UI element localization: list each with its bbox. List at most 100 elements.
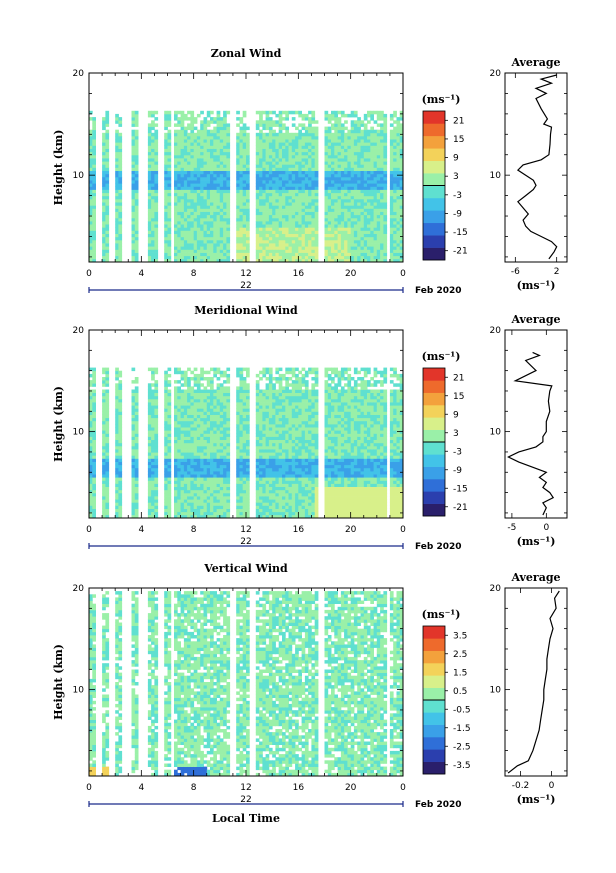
- heatmap-cell: [115, 205, 119, 209]
- heatmap-cell: [373, 136, 378, 140]
- heatmap-cell: [223, 120, 227, 124]
- heatmap-cell: [174, 246, 178, 250]
- colorbar-swatch: [423, 135, 445, 149]
- heatmap-cell: [219, 445, 224, 450]
- heatmap-cell: [298, 139, 302, 143]
- heatmap-cell: [324, 151, 329, 156]
- heatmap-cell: [219, 383, 224, 387]
- heatmap-cell: [304, 192, 309, 197]
- heatmap-cell: [236, 252, 240, 257]
- heatmap-cell: [275, 211, 280, 216]
- heatmap-cell: [196, 380, 201, 384]
- heatmap-cell: [203, 461, 208, 466]
- heatmap-cell: [304, 214, 309, 219]
- heatmap-cell: [134, 499, 139, 503]
- heatmap-cell: [187, 458, 191, 462]
- heatmap-cell: [219, 205, 224, 209]
- heatmap-cell: [239, 233, 244, 238]
- heatmap-cell: [147, 189, 152, 194]
- heatmap-cell: [380, 123, 384, 127]
- heatmap-cell: [210, 486, 214, 491]
- heatmap-cell: [200, 496, 204, 500]
- heatmap-cell: [206, 129, 211, 134]
- heatmap-cell: [210, 402, 214, 406]
- heatmap-cell: [193, 148, 198, 153]
- heatmap-cell: [187, 202, 191, 206]
- heatmap-cell: [213, 492, 217, 497]
- heatmap-cell: [383, 214, 388, 219]
- heatmap-cell: [399, 142, 404, 146]
- heatmap-cell: [193, 126, 198, 131]
- heatmap-cell: [187, 145, 191, 149]
- heatmap-cell: [180, 126, 185, 131]
- heatmap-cell: [174, 170, 178, 175]
- heatmap-cell: [200, 474, 204, 478]
- heatmap-cell: [180, 145, 185, 149]
- heatmap-cell: [278, 161, 283, 165]
- heatmap-cell: [154, 492, 159, 497]
- heatmap-cell: [246, 186, 250, 190]
- heatmap-cell: [239, 214, 244, 219]
- heatmap-cell: [311, 154, 316, 159]
- heatmap-cell: [337, 230, 342, 234]
- heatmap-cell: [282, 148, 286, 153]
- heatmap-cell: [105, 189, 110, 194]
- heatmap-cell: [89, 467, 93, 472]
- heatmap-cell: [347, 148, 352, 153]
- heatmap-cell: [314, 167, 319, 171]
- heatmap-cell: [206, 255, 211, 260]
- heatmap-cell: [131, 186, 136, 190]
- heatmap-cell: [118, 195, 123, 200]
- heatmap-cell: [246, 217, 250, 222]
- heatmap-cell: [164, 239, 168, 244]
- heatmap-cell: [206, 239, 211, 244]
- heatmap-cell: [226, 411, 231, 415]
- heatmap-cell: [216, 117, 221, 121]
- heatmap-cell: [295, 255, 299, 260]
- heatmap-cell: [304, 233, 309, 238]
- heatmap-cell: [216, 151, 221, 156]
- heatmap-cell: [389, 246, 394, 250]
- heatmap-cell: [177, 449, 181, 453]
- heatmap-cell: [102, 474, 106, 478]
- heatmap-cell: [288, 230, 293, 234]
- heatmap-cell: [216, 508, 221, 513]
- heatmap-cell: [282, 208, 286, 212]
- heatmap-cell: [239, 224, 244, 228]
- heatmap-cell: [298, 192, 302, 197]
- heatmap-cell: [190, 249, 195, 253]
- heatmap-cell: [226, 136, 231, 140]
- heatmap-cell: [331, 214, 335, 219]
- heatmap-cell: [285, 192, 289, 197]
- heatmap-cell: [399, 139, 404, 143]
- heatmap-cell: [298, 158, 302, 162]
- heatmap-cell: [89, 480, 93, 484]
- heatmap-cell: [265, 145, 270, 149]
- heatmap-cell: [180, 430, 185, 434]
- heatmap-cell: [275, 236, 280, 241]
- heatmap-cell: [396, 158, 401, 162]
- heatmap-cell: [275, 233, 280, 238]
- heatmap-cell: [219, 249, 224, 253]
- heatmap-cell: [219, 442, 224, 447]
- heatmap-cell: [311, 176, 316, 181]
- heatmap-cell: [255, 205, 260, 209]
- heatmap-cell: [102, 170, 106, 175]
- heatmap-cell: [282, 123, 286, 127]
- heatmap-cell: [239, 230, 244, 234]
- heatmap-cell: [278, 221, 283, 225]
- heatmap-cell: [344, 142, 348, 146]
- heatmap-cell: [193, 398, 198, 403]
- heatmap-cell: [115, 508, 119, 513]
- heatmap-cell: [223, 370, 227, 375]
- heatmap-cell: [399, 243, 404, 247]
- heatmap-cell: [180, 445, 185, 450]
- heatmap-cell: [177, 480, 181, 484]
- heatmap-cell: [331, 113, 335, 118]
- heatmap-cell: [105, 195, 110, 200]
- heatmap-cell: [203, 230, 208, 234]
- heatmap-cell: [285, 246, 289, 250]
- heatmap-cell: [376, 151, 381, 156]
- heatmap-cell: [118, 408, 123, 412]
- heatmap-cell: [177, 255, 181, 260]
